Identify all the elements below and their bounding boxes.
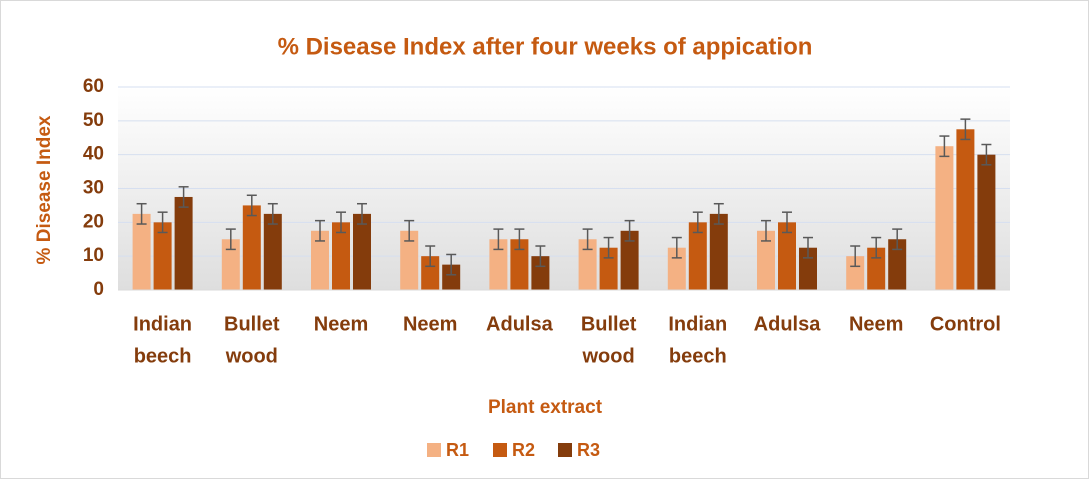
x-axis-label: Plant extract (488, 397, 603, 418)
bar (174, 196, 193, 290)
x-tick-label: Indian (668, 313, 727, 335)
y-tick-label: 40 (83, 144, 104, 165)
bar (132, 213, 151, 290)
y-tick-label: 30 (83, 178, 104, 199)
x-tick-label: Neem (849, 313, 903, 335)
bar (332, 222, 350, 290)
y-tick-label: 50 (83, 110, 104, 131)
bar (510, 239, 529, 290)
bar (578, 239, 597, 290)
bar (935, 146, 954, 290)
bar (620, 230, 639, 290)
bar (531, 256, 550, 290)
bar (778, 222, 796, 290)
bar (353, 213, 371, 290)
bar (311, 230, 329, 290)
bar (888, 239, 907, 290)
x-tick-label: Adulsa (754, 313, 822, 335)
bar (977, 154, 996, 290)
bar (846, 256, 865, 290)
x-tick-label: Bullet (224, 313, 280, 335)
x-tick-label: beech (669, 345, 727, 367)
legend-swatch (558, 443, 572, 457)
x-tick-label: Neem (403, 313, 457, 335)
legend-swatch (493, 443, 507, 457)
bar (400, 230, 419, 290)
legend-label: R3 (577, 440, 600, 460)
y-axis-label: % Disease Index (34, 115, 55, 264)
x-tick-label: Control (930, 313, 1001, 335)
y-tick-label: 60 (83, 76, 104, 97)
bar (709, 213, 728, 290)
x-tick-label: beech (134, 345, 192, 367)
bar (221, 239, 240, 290)
bar (757, 230, 775, 290)
x-tick-label: Bullet (581, 313, 637, 335)
legend-label: R2 (512, 440, 535, 460)
y-tick-label: 20 (83, 211, 104, 232)
bar (421, 256, 440, 290)
legend-swatch (427, 443, 441, 457)
bar (688, 222, 707, 290)
x-tick-label: Indian (133, 313, 192, 335)
y-tick-label: 0 (93, 279, 104, 300)
bar (956, 129, 975, 290)
bar (153, 222, 172, 290)
legend-label: R1 (446, 440, 469, 460)
x-tick-label: wood (581, 345, 634, 367)
y-tick-label: 10 (83, 245, 104, 266)
x-tick-label: wood (225, 345, 278, 367)
bar (263, 213, 282, 290)
bar (242, 205, 261, 290)
x-tick-label: Adulsa (486, 313, 554, 335)
bar (489, 239, 508, 290)
x-tick-label: Neem (314, 313, 368, 335)
bar (442, 264, 461, 290)
chart-title: % Disease Index after four weeks of appi… (278, 33, 813, 60)
